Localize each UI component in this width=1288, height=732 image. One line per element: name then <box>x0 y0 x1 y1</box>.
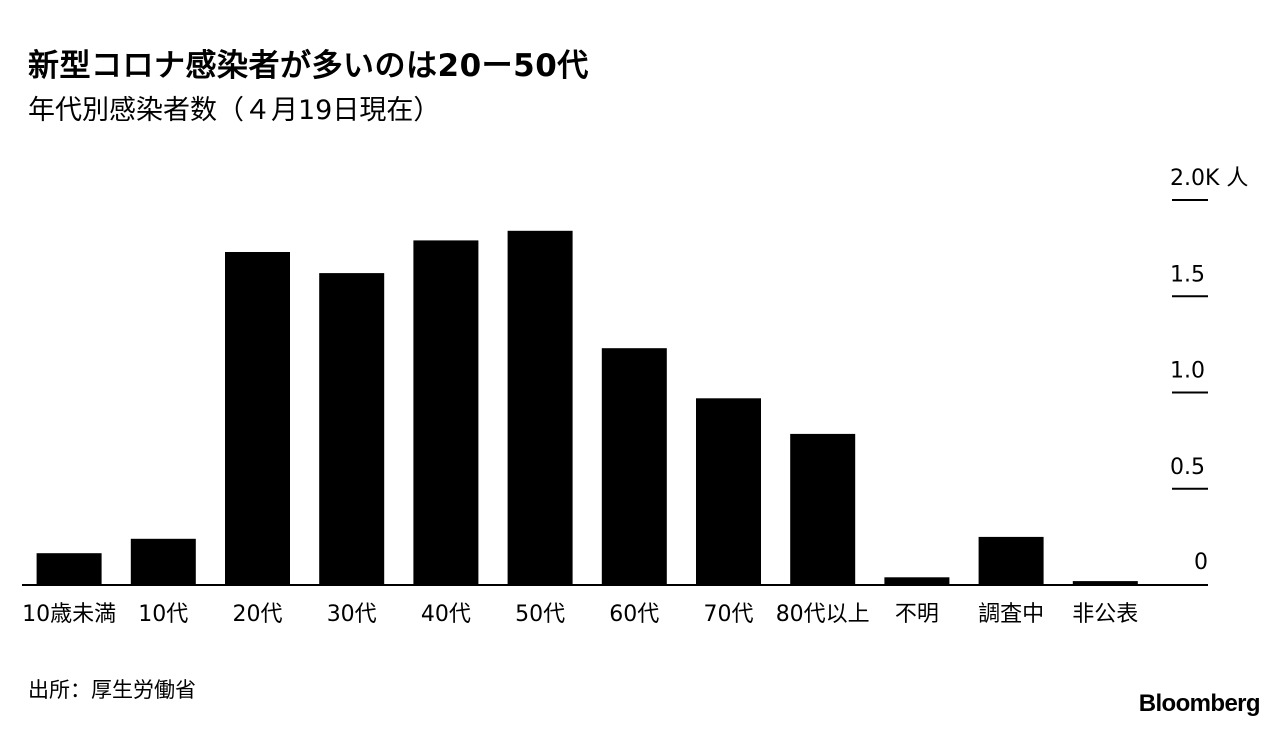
x-tick-label: 50代 <box>515 602 565 627</box>
bar-70代 <box>696 398 761 585</box>
y-tick-label: 1.0 <box>1170 359 1205 384</box>
bar-60代 <box>601 348 667 585</box>
bar-10歳未満 <box>36 553 102 585</box>
bar-80代以上 <box>790 433 856 585</box>
bar-20代 <box>225 252 290 585</box>
bloomberg-logo: Bloomberg <box>1138 690 1261 717</box>
bar-調査中 <box>978 536 1044 585</box>
x-tick-label: 70代 <box>704 602 754 627</box>
x-tick-label: 非公表 <box>1072 602 1138 627</box>
x-tick-label: 30代 <box>327 602 377 627</box>
x-tick-label: 20代 <box>233 602 283 627</box>
y-tick-label: 1.5 <box>1170 262 1205 287</box>
bar-非公表 <box>1072 581 1138 585</box>
x-tick-label: 40代 <box>421 602 471 627</box>
y-tick-label: 2.0K 人 <box>1170 166 1248 191</box>
bar-不明 <box>884 577 950 585</box>
x-tick-label: 10代 <box>138 602 188 627</box>
y-tick-label: 0.5 <box>1170 455 1205 480</box>
x-tick-label: 80代以上 <box>776 602 870 627</box>
chart-title: 新型コロナ感染者が多いのは20ー50代 <box>28 48 589 84</box>
x-tick-label: 10歳未満 <box>22 602 116 627</box>
bar-50代 <box>507 230 573 586</box>
bar-40代 <box>413 240 479 585</box>
x-tick-label: 60代 <box>609 602 659 627</box>
chart-subtitle: 年代別感染者数（４月19日現在） <box>28 95 441 126</box>
source-note: 出所：厚生労働省 <box>28 678 196 702</box>
bar-30代 <box>319 273 385 585</box>
y-tick-label: 0 <box>1194 550 1208 575</box>
bar-chart: 10歳未満 10代 20代 30代 40代 50代 60代 70代 80代以上 不明 調査中 非公表 0… <box>22 166 1248 627</box>
bar-10代 <box>130 538 196 585</box>
x-tick-label: 不明 <box>895 602 939 627</box>
x-tick-label: 調査中 <box>978 602 1044 627</box>
